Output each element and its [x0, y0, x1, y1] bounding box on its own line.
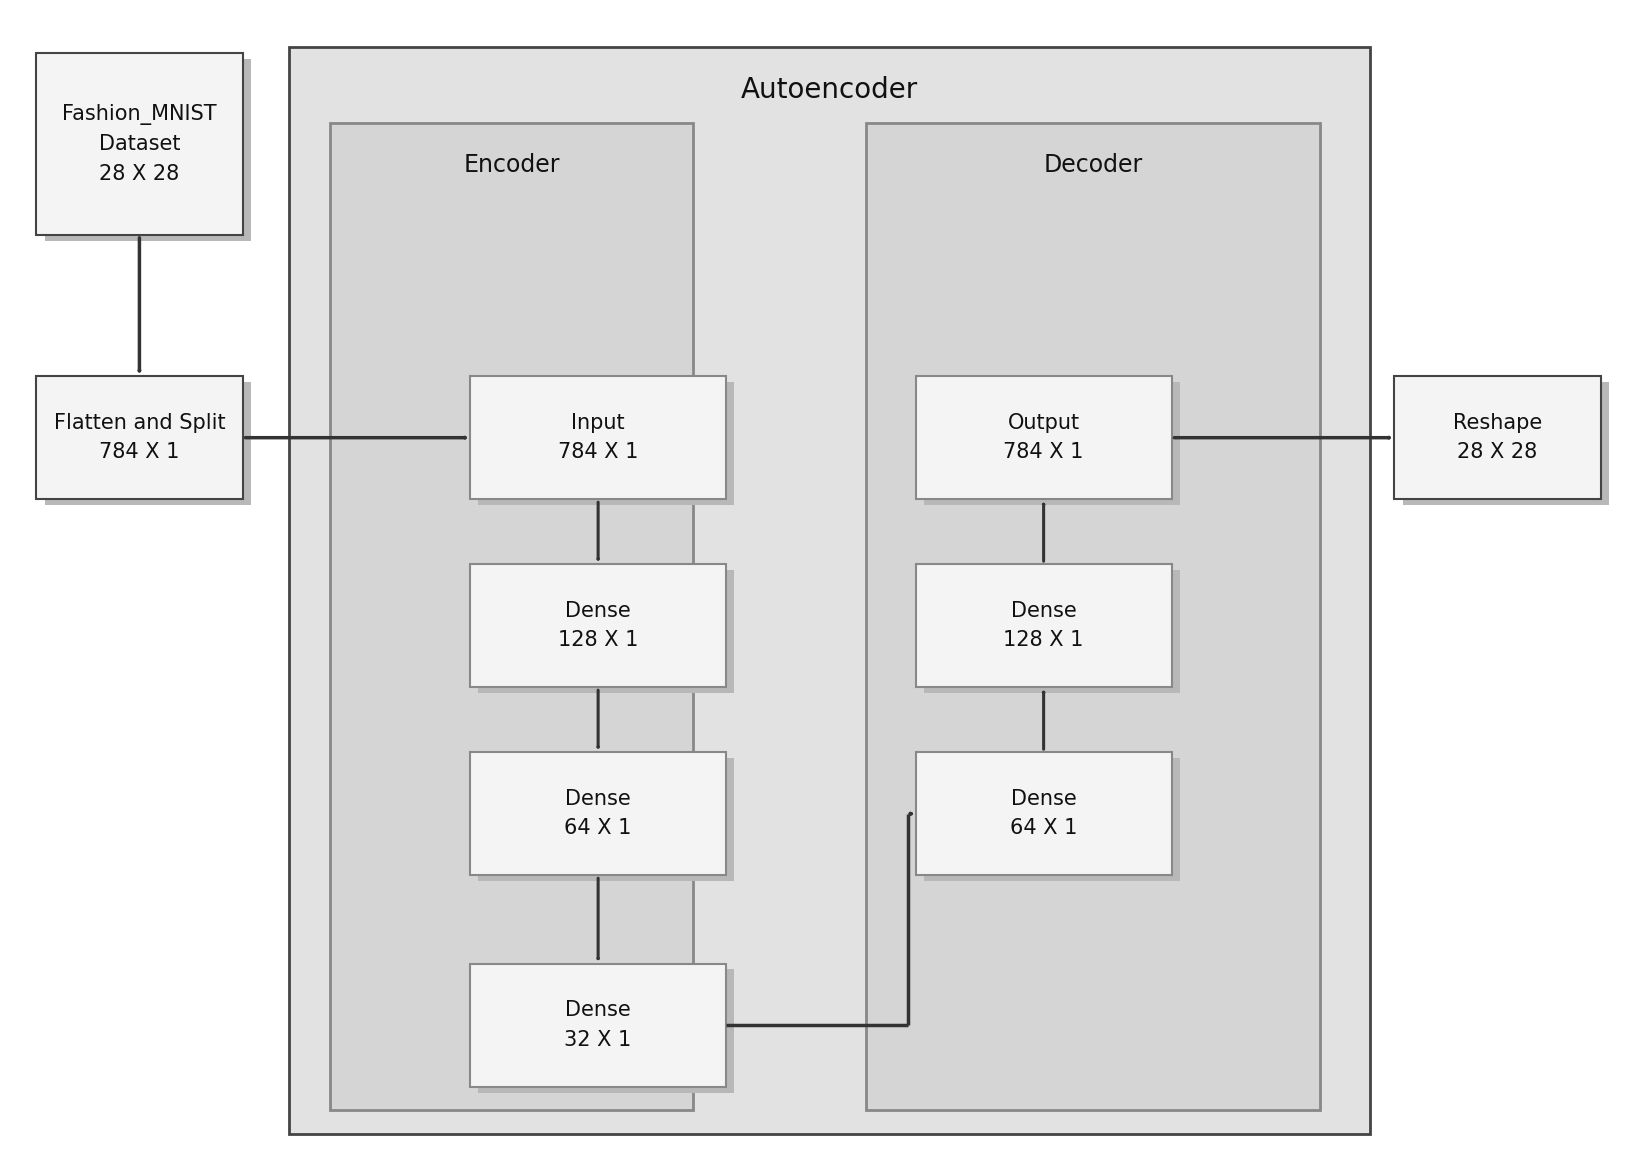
Text: Flatten and Split
784 X 1: Flatten and Split 784 X 1	[53, 412, 226, 463]
Bar	[36, 376, 243, 499]
Bar	[470, 963, 726, 1087]
Bar	[916, 376, 1172, 499]
Text: Encoder: Encoder	[464, 153, 559, 176]
Bar	[916, 564, 1172, 687]
Bar	[470, 564, 726, 687]
Text: Dense
64 X 1: Dense 64 X 1	[564, 788, 632, 839]
Bar	[924, 382, 1180, 505]
Bar	[478, 758, 734, 881]
Text: Dense
32 X 1: Dense 32 X 1	[564, 1000, 632, 1050]
Bar	[478, 570, 734, 693]
Bar	[866, 123, 1320, 1110]
Text: Dense
128 X 1: Dense 128 X 1	[558, 600, 639, 651]
Text: Dense
64 X 1: Dense 64 X 1	[1010, 788, 1077, 839]
Bar	[916, 752, 1172, 875]
Bar	[36, 53, 243, 235]
Bar	[924, 758, 1180, 881]
Text: Dense
128 X 1: Dense 128 X 1	[1003, 600, 1084, 651]
Bar	[924, 570, 1180, 693]
Bar	[289, 47, 1370, 1134]
Text: Autoencoder: Autoencoder	[741, 76, 917, 105]
Text: Decoder: Decoder	[1043, 153, 1143, 176]
Bar	[478, 382, 734, 505]
Bar	[45, 382, 251, 505]
Text: Output
784 X 1: Output 784 X 1	[1003, 412, 1084, 463]
Bar	[470, 376, 726, 499]
Bar	[1394, 376, 1600, 499]
Text: Input
784 X 1: Input 784 X 1	[558, 412, 639, 463]
Bar	[330, 123, 693, 1110]
Text: Reshape
28 X 28: Reshape 28 X 28	[1452, 412, 1543, 463]
Bar	[45, 59, 251, 241]
Text: Fashion_MNIST
Dataset
28 X 28: Fashion_MNIST Dataset 28 X 28	[63, 103, 216, 184]
Bar	[470, 752, 726, 875]
Bar	[478, 969, 734, 1093]
Bar	[1402, 382, 1609, 505]
